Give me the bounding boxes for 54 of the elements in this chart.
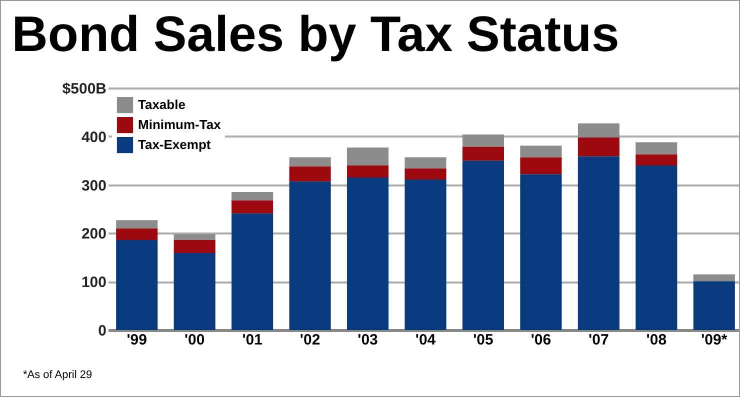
x-tick-label: '09*: [701, 332, 728, 348]
legend-label: Minimum-Tax: [138, 117, 222, 132]
bar: [174, 253, 216, 330]
bar: [520, 174, 562, 330]
bar: [520, 146, 562, 158]
bar: [404, 168, 446, 180]
bar: [520, 157, 562, 174]
y-tick-label: 400: [81, 128, 106, 146]
bar: [116, 228, 158, 240]
bar: [232, 192, 274, 200]
bar: [346, 165, 389, 178]
bar: [289, 181, 331, 330]
chart-title: Bond Sales by Tax Status: [12, 6, 620, 62]
x-tick-label: '06: [530, 332, 552, 348]
x-tick-label: '04: [415, 332, 436, 348]
bar: [636, 142, 678, 154]
x-tick-label: '00: [184, 332, 205, 348]
x-tick-label: '99: [126, 332, 147, 348]
bar: [116, 220, 158, 228]
bar: [346, 178, 389, 330]
x-tick-label: '02: [300, 332, 320, 348]
x-tick-label: '07: [588, 332, 609, 348]
y-tick-label: $500B: [62, 80, 107, 98]
bar: [232, 200, 274, 214]
y-tick-label: 0: [98, 322, 106, 340]
legend-label: Taxable: [138, 97, 186, 112]
y-tick-label: 100: [81, 274, 106, 292]
text: *As of April 29: [23, 369, 92, 381]
bar: [462, 134, 504, 147]
bar: [693, 274, 735, 282]
bar: [462, 146, 504, 161]
legend-label: Tax-Exempt: [138, 137, 212, 152]
bar: [404, 179, 446, 330]
bar: [404, 157, 446, 168]
bar: [578, 137, 620, 156]
bar: [289, 166, 331, 182]
bar: [693, 281, 735, 330]
bar: [636, 165, 678, 330]
bar: [116, 240, 158, 330]
bar: [174, 240, 216, 254]
bar: [636, 154, 678, 166]
y-tick-label: 300: [81, 177, 106, 194]
bar: [462, 160, 504, 330]
x-tick-label: '08: [646, 332, 667, 348]
bar: [174, 234, 216, 240]
bar: [232, 213, 274, 330]
x-tick-label: '01: [242, 332, 262, 348]
x-tick-label: '03: [358, 332, 378, 348]
bar: [578, 156, 620, 330]
bar: [289, 157, 331, 166]
y-tick-label: 200: [81, 226, 106, 243]
bar: [346, 148, 389, 166]
bar: [578, 123, 620, 138]
x-tick-label: '05: [473, 332, 494, 348]
